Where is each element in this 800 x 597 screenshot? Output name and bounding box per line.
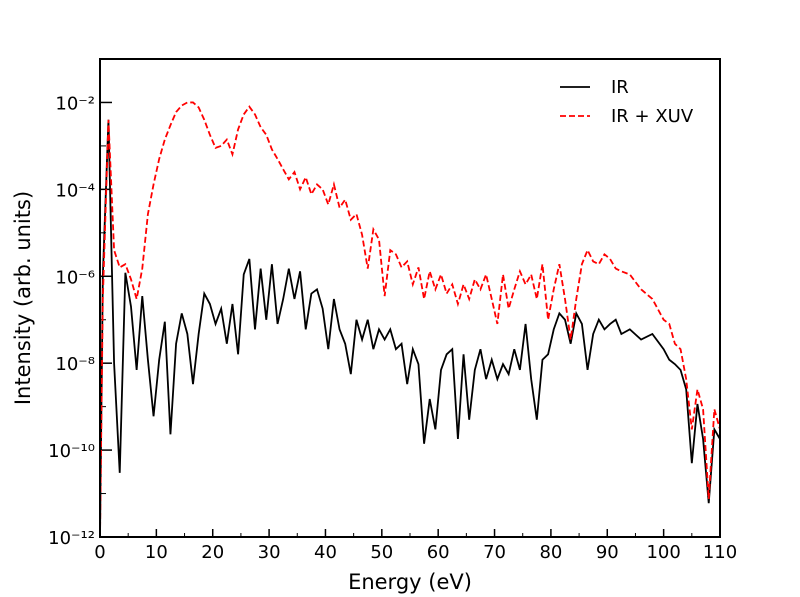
y-tick-label: 10⁻⁴ bbox=[55, 180, 95, 201]
x-tick-label: 80 bbox=[539, 542, 562, 563]
legend-label: IR + XUV bbox=[611, 106, 694, 127]
x-tick-label: 50 bbox=[370, 542, 393, 563]
x-tick-label: 10 bbox=[145, 542, 168, 563]
x-tick-label: 110 bbox=[703, 542, 737, 563]
data-line bbox=[100, 119, 720, 537]
y-tick-label: 10⁻¹⁰ bbox=[48, 441, 95, 462]
x-tick-label: 70 bbox=[483, 542, 506, 563]
plot-frame bbox=[99, 58, 721, 538]
x-axis-label: Energy (eV) bbox=[348, 570, 472, 594]
y-tick-label: 10⁻⁶ bbox=[55, 267, 95, 288]
x-tick-label: 30 bbox=[258, 542, 281, 563]
x-tick-label: 40 bbox=[314, 542, 337, 563]
y-tick-label: 10⁻¹² bbox=[48, 528, 95, 549]
data-line bbox=[100, 101, 720, 537]
x-tick-label: 90 bbox=[596, 542, 619, 563]
x-tick-label: 100 bbox=[646, 542, 680, 563]
x-tick-label: 20 bbox=[201, 542, 224, 563]
y-tick-label: 10⁻⁸ bbox=[55, 354, 95, 375]
legend-label: IR bbox=[611, 77, 629, 98]
y-tick-label: 10⁻² bbox=[55, 93, 95, 114]
y-axis-label: Intensity (arb. units) bbox=[11, 191, 35, 405]
x-tick-label: 0 bbox=[94, 542, 105, 563]
x-tick-label: 60 bbox=[427, 542, 450, 563]
